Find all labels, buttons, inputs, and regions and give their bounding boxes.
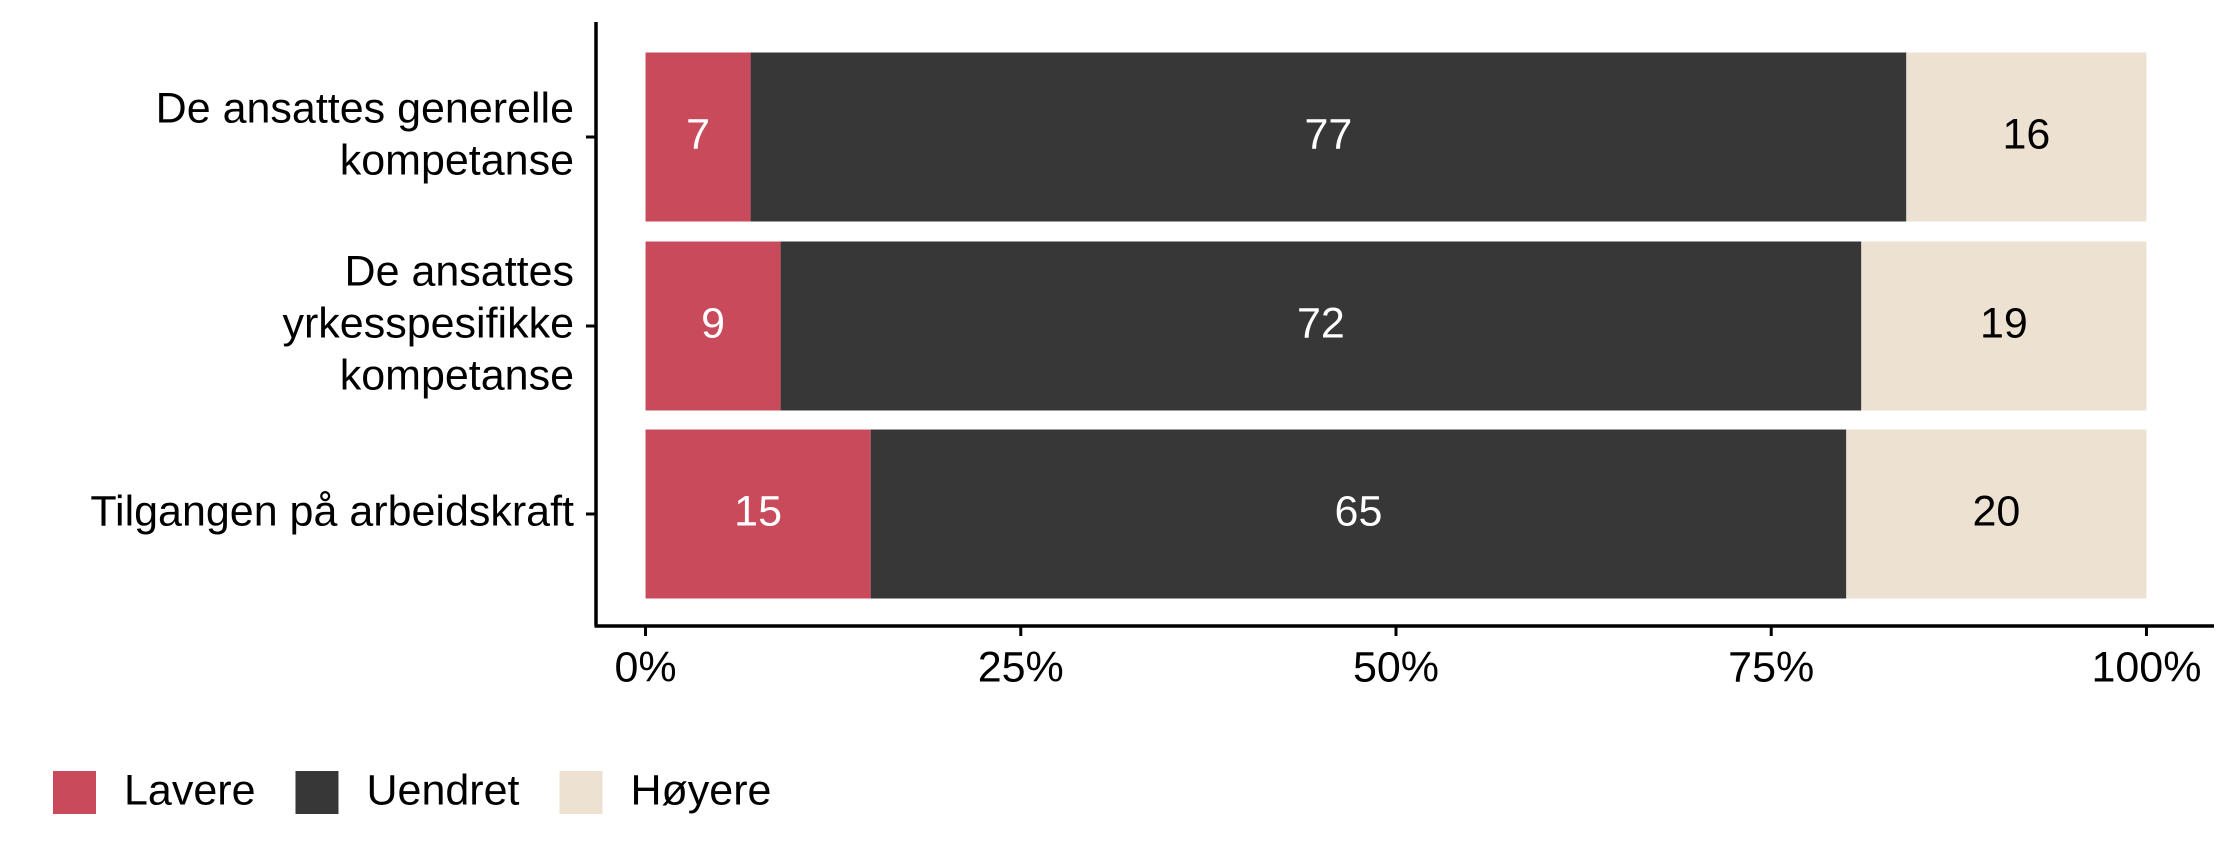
bar-segment <box>750 52 1907 222</box>
data-label: 20 <box>1972 487 2020 535</box>
data-label: 72 <box>1297 299 1345 347</box>
legend-swatch <box>53 771 96 814</box>
y-tick-label: De ansattes generelle <box>156 84 574 132</box>
y-tick-label: yrkesspesifikke <box>282 299 574 347</box>
legend-label: Uendret <box>366 766 519 814</box>
data-label: 65 <box>1335 487 1383 535</box>
bar-segment <box>1861 241 2147 411</box>
legend-swatch <box>559 771 603 814</box>
data-label: 77 <box>1305 110 1353 158</box>
x-tick-label: 100% <box>2091 643 2201 691</box>
legend-label: Lavere <box>124 766 255 814</box>
x-tick-label: 0% <box>614 643 676 691</box>
x-tick-label: 50% <box>1353 643 1439 691</box>
bar-segment <box>780 241 1862 411</box>
legend-label: Høyere <box>630 766 771 814</box>
bar-segment <box>645 241 781 411</box>
bar-segment <box>1846 429 2147 599</box>
y-tick-label: Tilgangen på arbeidskraft <box>90 487 574 535</box>
data-label: 9 <box>701 299 725 347</box>
legend-swatch <box>295 771 339 814</box>
bar-segment <box>870 429 1847 599</box>
data-label: 19 <box>1980 299 2028 347</box>
data-label: 7 <box>686 110 710 158</box>
x-tick-label: 75% <box>1728 643 1814 691</box>
x-tick-label: 25% <box>978 643 1064 691</box>
data-label: 15 <box>734 487 782 535</box>
y-tick-label: kompetanse <box>340 351 574 399</box>
data-label: 16 <box>2002 110 2050 158</box>
bar-segment <box>645 52 751 222</box>
y-tick-label: De ansattes <box>345 247 574 295</box>
y-tick-label: kompetanse <box>340 136 574 184</box>
bar-segment <box>645 429 871 599</box>
bar-segment <box>1906 52 2147 222</box>
